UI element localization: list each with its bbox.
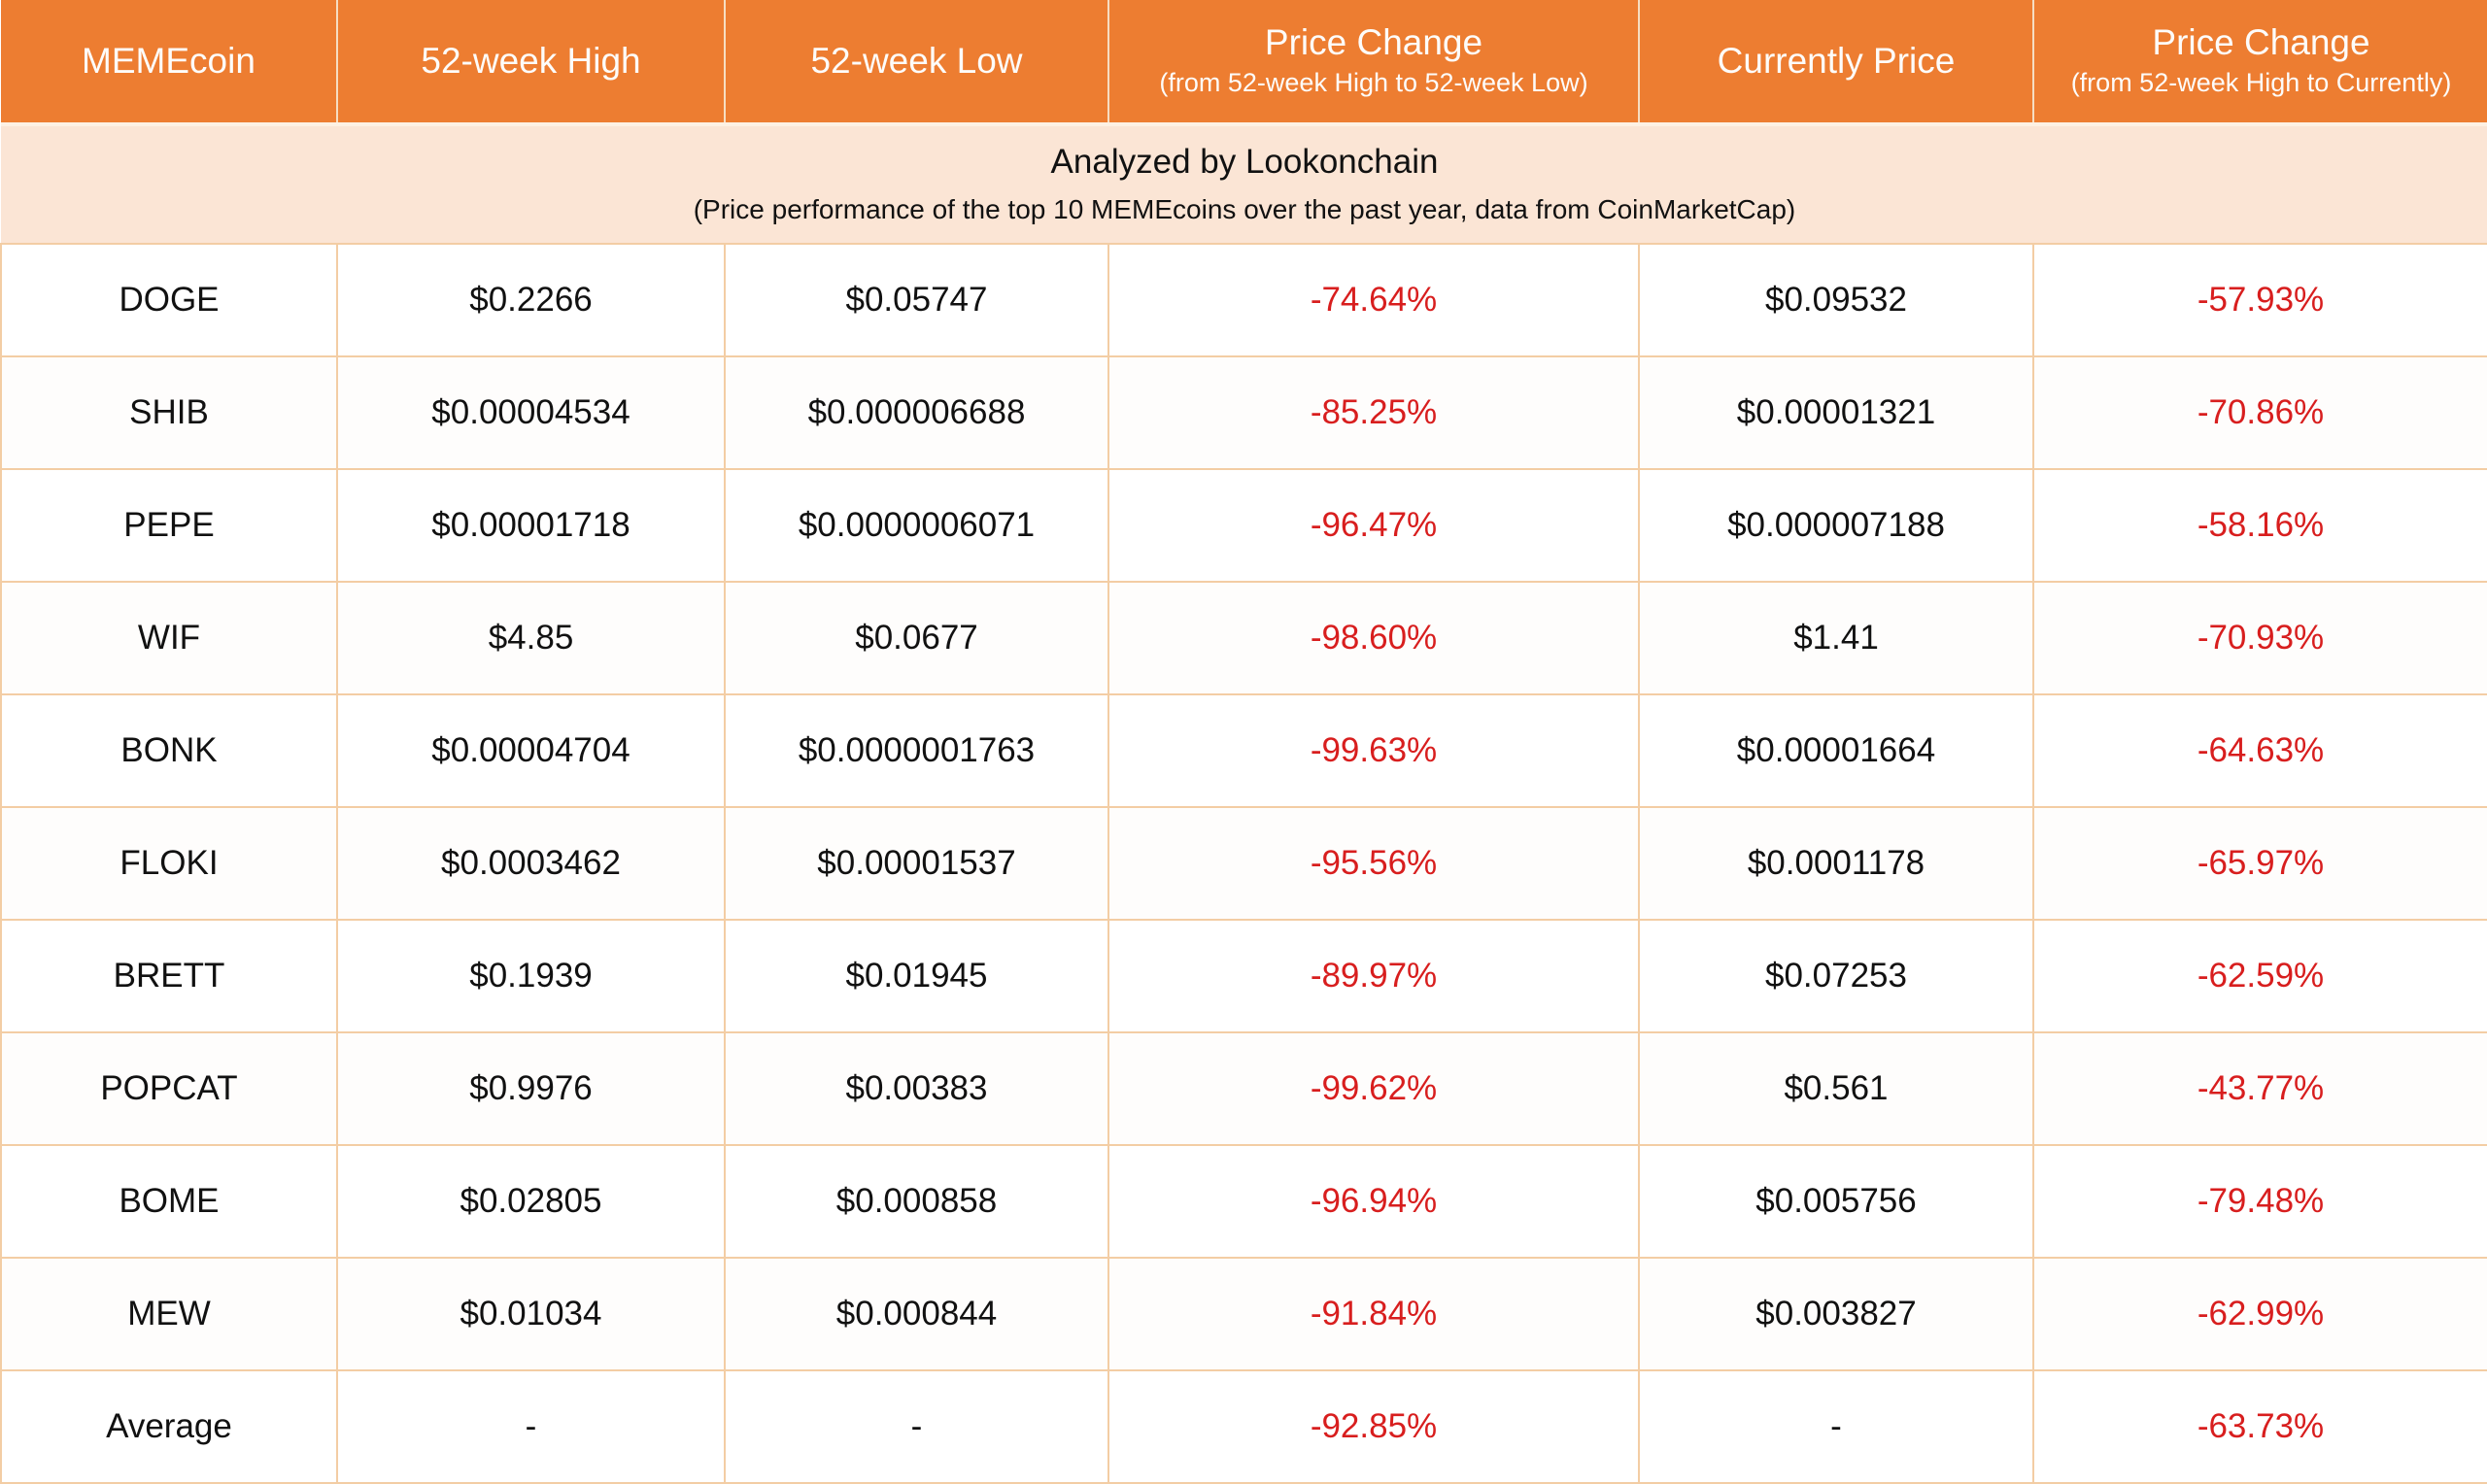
column-header-price-change-3: Price Change (from 52-week High to 52-wee… bbox=[1107, 0, 1639, 126]
table-row-mew: MEW $0.01034 $0.000844 -91.84% $0.003827 -62.… bbox=[0, 1257, 2487, 1371]
banner-title: Analyzed by Lookonchain bbox=[1050, 142, 1439, 181]
value-cell: $4.85 bbox=[336, 581, 726, 695]
value-cell: -92.85% bbox=[1107, 1369, 1640, 1484]
value-cell: -79.48% bbox=[2032, 1144, 2487, 1259]
column-header-label: Price Change bbox=[1264, 21, 1483, 62]
banner-cell: Analyzed by Lookonchain (Price performan… bbox=[1, 124, 2487, 245]
value-cell: -70.93% bbox=[2032, 581, 2487, 695]
value-cell: - bbox=[1638, 1369, 2034, 1484]
value-cell: -64.63% bbox=[2032, 693, 2487, 808]
table-row-brett: BRETT $0.1939 $0.01945 -89.97% $0.07253 -62.5… bbox=[0, 919, 2487, 1033]
value-cell: $0.00001321 bbox=[1638, 355, 2034, 470]
coin-name: PEPE bbox=[0, 468, 338, 583]
value-cell: $0.1939 bbox=[336, 919, 726, 1033]
value-cell: $0.0001178 bbox=[1638, 806, 2034, 921]
value-cell: -99.62% bbox=[1107, 1031, 1640, 1146]
coin-name: POPCAT bbox=[0, 1031, 338, 1146]
value-cell: $0.01945 bbox=[724, 919, 1109, 1033]
value-cell: -57.93% bbox=[2032, 243, 2487, 357]
table-row-popcat: POPCAT $0.9976 $0.00383 -99.62% $0.561 -43.77… bbox=[0, 1031, 2487, 1146]
column-header-label: Currently Price bbox=[1717, 40, 1956, 81]
coin-name: FLOKI bbox=[0, 806, 338, 921]
column-header-label: MEMEcoin bbox=[82, 40, 256, 81]
value-cell: $0.2266 bbox=[336, 243, 726, 357]
value-cell: -62.59% bbox=[2032, 919, 2487, 1033]
column-header-subtext: (from 52-week High to Currently) bbox=[2070, 68, 2452, 98]
value-cell: -58.16% bbox=[2032, 468, 2487, 583]
table-row-bome: BOME $0.02805 $0.000858 -96.94% $0.005756 -79… bbox=[0, 1144, 2487, 1259]
value-cell: -85.25% bbox=[1107, 355, 1640, 470]
value-cell: $0.000006688 bbox=[724, 355, 1109, 470]
value-cell: -91.84% bbox=[1107, 1257, 1640, 1371]
table-row-shib: SHIB $0.00004534 $0.000006688 -85.25% $0.000… bbox=[0, 355, 2487, 470]
banner-subtitle: (Price performance of the top 10 MEMEcoi… bbox=[693, 193, 1796, 224]
value-cell: $0.07253 bbox=[1638, 919, 2034, 1033]
value-cell: -65.97% bbox=[2032, 806, 2487, 921]
value-cell: -62.99% bbox=[2032, 1257, 2487, 1371]
column-header-price-change-5: Price Change (from 52-week High to Curren… bbox=[2032, 0, 2487, 126]
coin-name: WIF bbox=[0, 581, 338, 695]
coin-name: BOME bbox=[0, 1144, 338, 1259]
value-cell: -63.73% bbox=[2032, 1369, 2487, 1484]
value-cell: -74.64% bbox=[1107, 243, 1640, 357]
banner-row: Analyzed by Lookonchain (Price performan… bbox=[1, 124, 2487, 245]
value-cell: - bbox=[336, 1369, 726, 1484]
value-cell: $0.01034 bbox=[336, 1257, 726, 1371]
average-row: Average - - -92.85% - -63.73% bbox=[0, 1369, 2487, 1484]
column-header-label: Price Change bbox=[2152, 21, 2370, 62]
value-cell: $0.000858 bbox=[724, 1144, 1109, 1259]
value-cell: $0.0003462 bbox=[336, 806, 726, 921]
value-cell: $0.00004534 bbox=[336, 355, 726, 470]
value-cell: $0.000844 bbox=[724, 1257, 1109, 1371]
coin-name: DOGE bbox=[0, 243, 338, 357]
column-header-52-week-high-1: 52-week High bbox=[336, 0, 725, 126]
coin-name: MEW bbox=[0, 1257, 338, 1371]
value-cell: -70.86% bbox=[2032, 355, 2487, 470]
value-cell: $0.0677 bbox=[724, 581, 1109, 695]
coin-name: Average bbox=[0, 1369, 338, 1484]
table-row-doge: DOGE $0.2266 $0.05747 -74.64% $0.09532 -57.93… bbox=[0, 243, 2487, 357]
value-cell: $0.000007188 bbox=[1638, 468, 2034, 583]
column-header-currently-price-4: Currently Price bbox=[1638, 0, 2033, 126]
value-cell: - bbox=[724, 1369, 1109, 1484]
value-cell: $0.005756 bbox=[1638, 1144, 2034, 1259]
table-row-bonk: BONK $0.00004704 $0.0000001763 -99.63% $0.00… bbox=[0, 693, 2487, 808]
value-cell: -96.47% bbox=[1107, 468, 1640, 583]
value-cell: $0.0000006071 bbox=[724, 468, 1109, 583]
table-header-row: MEMEcoin 52-week High 52-week Low Price Cha… bbox=[1, 0, 2487, 126]
value-cell: $0.0000001763 bbox=[724, 693, 1109, 808]
value-cell: $0.00001664 bbox=[1638, 693, 2034, 808]
table-row-pepe: PEPE $0.00001718 $0.0000006071 -96.47% $0.00… bbox=[0, 468, 2487, 583]
table-row-wif: WIF $4.85 $0.0677 -98.60% $1.41 -70.93% bbox=[0, 581, 2487, 695]
value-cell: $0.561 bbox=[1638, 1031, 2034, 1146]
value-cell: -99.63% bbox=[1107, 693, 1640, 808]
value-cell: $0.05747 bbox=[724, 243, 1109, 357]
column-header-52-week-low-2: 52-week Low bbox=[724, 0, 1108, 126]
column-header-label: 52-week High bbox=[421, 40, 641, 81]
table-row-floki: FLOKI $0.0003462 $0.00001537 -95.56% $0.0001… bbox=[0, 806, 2487, 921]
value-cell: $0.09532 bbox=[1638, 243, 2034, 357]
value-cell: -95.56% bbox=[1107, 806, 1640, 921]
value-cell: $1.41 bbox=[1638, 581, 2034, 695]
coin-name: BONK bbox=[0, 693, 338, 808]
value-cell: $0.02805 bbox=[336, 1144, 726, 1259]
value-cell: $0.00004704 bbox=[336, 693, 726, 808]
column-header-subtext: (from 52-week High to 52-week Low) bbox=[1159, 68, 1588, 98]
value-cell: $0.9976 bbox=[336, 1031, 726, 1146]
value-cell: $0.003827 bbox=[1638, 1257, 2034, 1371]
value-cell: -98.60% bbox=[1107, 581, 1640, 695]
value-cell: $0.00001537 bbox=[724, 806, 1109, 921]
coin-name: SHIB bbox=[0, 355, 338, 470]
column-header-label: 52-week Low bbox=[810, 40, 1023, 81]
value-cell: $0.00001718 bbox=[336, 468, 726, 583]
column-header-memecoin-0: MEMEcoin bbox=[1, 0, 337, 126]
value-cell: -43.77% bbox=[2032, 1031, 2487, 1146]
coin-name: BRETT bbox=[0, 919, 338, 1033]
value-cell: -89.97% bbox=[1107, 919, 1640, 1033]
value-cell: -96.94% bbox=[1107, 1144, 1640, 1259]
value-cell: $0.00383 bbox=[724, 1031, 1109, 1146]
